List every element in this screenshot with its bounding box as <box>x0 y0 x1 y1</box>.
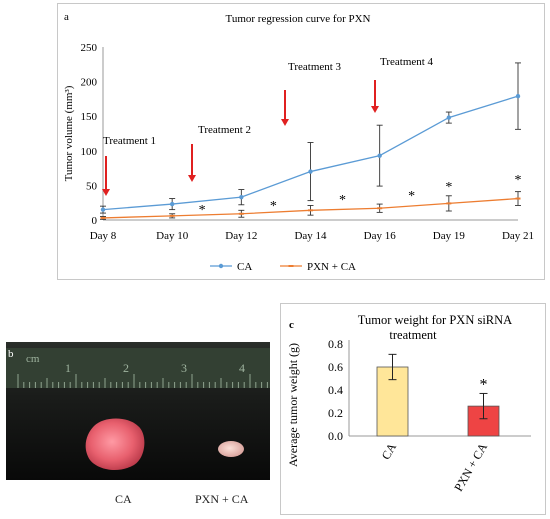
data-point <box>100 207 106 212</box>
y-axis-label: Average tumor weight (g) <box>286 343 300 467</box>
y-tick-label: 250 <box>81 42 98 54</box>
significance-star: * <box>445 180 452 195</box>
tumor-photo: cm 1 2 3 4 <box>6 342 270 480</box>
legend-label: PXN + CA <box>307 261 356 273</box>
data-point <box>515 93 521 99</box>
significance-star: * <box>480 376 488 393</box>
ca-tumor <box>85 418 145 471</box>
y-axis-label: Tumor volume (mm³) <box>63 85 75 181</box>
y-tick-label: 0.8 <box>328 337 343 351</box>
x-tick-label: Day 19 <box>433 230 466 242</box>
y-tick-label: 0.4 <box>328 383 343 397</box>
significance-star: * <box>199 203 206 218</box>
data-point <box>377 153 382 158</box>
significance-star: * <box>408 189 415 204</box>
y-tick-label: 100 <box>81 146 98 158</box>
photo-caption-pxn-ca: PXN + CA <box>195 492 249 506</box>
chart-title-line-2: treatment <box>389 328 437 342</box>
tumor-regression-chart: a Tumor regression curve for PXN 0 50 100 150… <box>63 11 534 273</box>
treatment-label: Treatment 3 <box>288 61 342 73</box>
data-point <box>239 194 244 200</box>
ruler-unit: cm <box>26 353 40 365</box>
photo-caption-ca: CA <box>115 492 132 506</box>
significance-star: * <box>270 199 277 214</box>
tumor-weight-panel: c Tumor weight for PXN siRNA treatment 0.0 0… <box>280 303 546 515</box>
legend-marker <box>218 263 224 269</box>
panel-a-label: a <box>64 11 69 23</box>
treatment-label: Treatment 1 <box>103 135 156 147</box>
panel-c-label: c <box>289 319 294 331</box>
x-tick-label: Day 10 <box>156 230 189 242</box>
pxn-ca-tumor <box>218 441 244 457</box>
bar <box>376 366 409 437</box>
significance-star: * <box>515 173 522 188</box>
data-point <box>169 201 175 207</box>
treatment-arrow-head <box>102 189 110 196</box>
treatment-arrow-head <box>281 119 289 126</box>
y-tick-label: 0 <box>92 215 98 227</box>
chart-title: Tumor regression curve for PXN <box>225 13 370 25</box>
ruler-ticks <box>17 374 268 388</box>
legend-label: CA <box>237 261 252 273</box>
tumor-regression-panel: a Tumor regression curve for PXN 0 50 100 150… <box>57 3 545 280</box>
treatment-label: Treatment 4 <box>380 56 434 68</box>
treatment-arrow-head <box>188 175 196 182</box>
y-tick-label: 0.0 <box>328 429 343 443</box>
x-tick-label: CA <box>379 440 400 462</box>
y-tick-label: 200 <box>81 77 98 89</box>
ruler <box>6 348 270 388</box>
ruler-number-2: 2 <box>123 361 129 375</box>
x-tick-label: Day 12 <box>225 230 257 242</box>
chart-title-line-1: Tumor weight for PXN siRNA <box>358 313 512 327</box>
x-tick-label: PXN + CA <box>451 440 490 494</box>
y-tick-label: 0.2 <box>328 406 343 420</box>
x-tick-label: Day 14 <box>294 230 327 242</box>
ruler-number-4: 4 <box>239 361 245 375</box>
significance-star: * <box>339 193 346 208</box>
x-tick-label: Day 16 <box>364 230 397 242</box>
treatment-label: Treatment 2 <box>198 124 251 136</box>
ruler-number-1: 1 <box>65 361 71 375</box>
x-tick-label: Day 21 <box>502 230 534 242</box>
data-point <box>446 115 452 120</box>
treatment-arrow-head <box>371 106 379 113</box>
panel-b-label: b <box>8 348 14 360</box>
y-tick-label: 0.6 <box>328 360 343 374</box>
y-tick-label: 50 <box>86 180 98 192</box>
x-tick-label: Day 8 <box>90 230 117 242</box>
y-tick-label: 150 <box>81 111 98 123</box>
data-point <box>308 169 313 174</box>
ruler-number-3: 3 <box>181 361 187 375</box>
